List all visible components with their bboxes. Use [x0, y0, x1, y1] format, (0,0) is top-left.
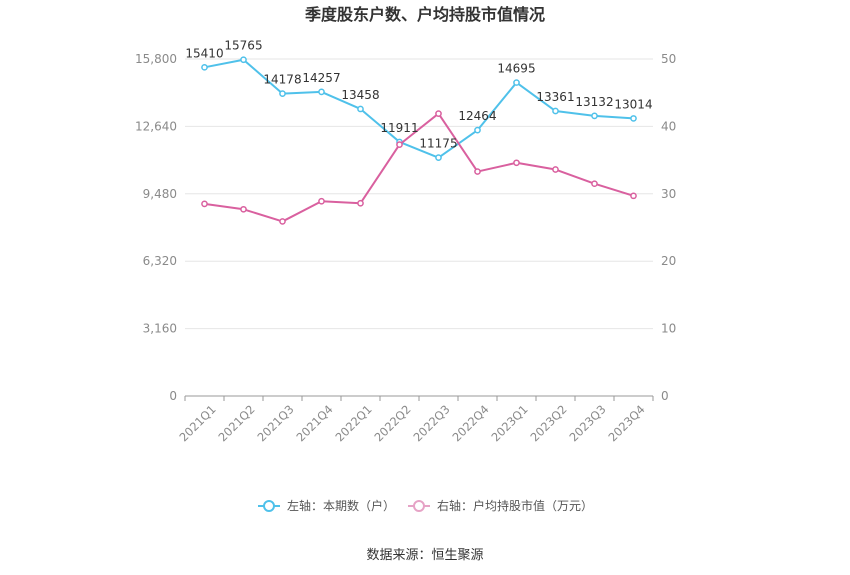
series-point-holders[interactable]: [201, 63, 208, 71]
data-label: 15410: [185, 46, 223, 60]
data-label: 14178: [263, 73, 301, 87]
data-label: 13458: [341, 88, 379, 102]
x-tick-label: 2021Q2: [215, 402, 257, 444]
x-axis: 2021Q12021Q22021Q32021Q42022Q12022Q22022…: [176, 396, 654, 444]
series-line-avg-value: [204, 112, 634, 223]
legend-label-right: 右轴：户均持股市值（万元）: [437, 498, 593, 513]
left-tick-label: 12,640: [135, 119, 177, 133]
right-tick-label: 40: [661, 119, 676, 133]
series-point-holders[interactable]: [513, 79, 520, 86]
series-point-avg-value[interactable]: [552, 166, 559, 173]
series-point-holders[interactable]: [279, 90, 286, 97]
data-label: 12464: [458, 109, 496, 123]
legend-label-left: 左轴：本期数（户）: [287, 498, 395, 513]
series-point-holders[interactable]: [435, 154, 442, 161]
series-point-avg-value[interactable]: [318, 197, 325, 205]
x-tick-label: 2023Q1: [488, 402, 530, 444]
series-point-avg-value[interactable]: [591, 180, 598, 188]
x-tick-label: 2021Q1: [176, 402, 218, 444]
x-tick-label: 2022Q1: [332, 402, 374, 444]
series-line-holders: [204, 58, 634, 159]
data-label: 11911: [380, 121, 418, 135]
left-tick-label: 15,800: [135, 52, 177, 66]
left-axis: 0 3,160 6,320 9,480 12,640 15,800: [135, 52, 177, 403]
data-label: 14257: [302, 71, 340, 85]
x-tick-label: 2021Q4: [293, 402, 335, 444]
x-tick-label: 2023Q2: [527, 402, 569, 444]
series-point-holders[interactable]: [474, 126, 481, 134]
right-tick-label: 10: [661, 322, 676, 336]
series-point-holders[interactable]: [591, 112, 598, 120]
series-point-avg-value[interactable]: [201, 200, 208, 208]
data-label: 13132: [575, 95, 613, 109]
legend-item-right[interactable]: 右轴：户均持股市值（万元）: [408, 498, 593, 513]
chart-title: 季度股东户数、户均持股市值情况: [304, 5, 545, 24]
series-point-holders[interactable]: [240, 56, 247, 64]
series-point-holders[interactable]: [357, 105, 364, 113]
x-tick-label: 2022Q2: [371, 402, 413, 444]
right-axis: 0 10 20 30 40 50: [661, 52, 676, 403]
data-label: 13361: [536, 90, 574, 104]
left-tick-label: 0: [169, 389, 177, 403]
series-point-avg-value[interactable]: [240, 205, 247, 213]
right-tick-label: 0: [661, 389, 669, 403]
series-point-avg-value[interactable]: [435, 110, 442, 117]
series-point-avg-value[interactable]: [396, 141, 403, 148]
series-point-avg-value[interactable]: [474, 168, 481, 175]
x-tick-label: 2023Q3: [566, 402, 608, 444]
x-tick-label: 2022Q4: [449, 402, 491, 444]
grid: [185, 58, 653, 397]
x-tick-label: 2023Q4: [605, 402, 647, 444]
source-note: 数据来源：恒生聚源: [366, 548, 483, 563]
right-tick-label: 20: [661, 254, 676, 268]
data-label: 13014: [614, 97, 652, 111]
data-label: 15765: [224, 39, 262, 53]
series-point-avg-value[interactable]: [357, 199, 364, 207]
right-tick-label: 50: [661, 52, 676, 66]
legend-item-left[interactable]: 左轴：本期数（户）: [258, 498, 395, 513]
series-point-avg-value[interactable]: [279, 218, 286, 225]
series-layer: [201, 56, 637, 225]
x-tick-label: 2021Q3: [254, 402, 296, 444]
series-point-avg-value[interactable]: [513, 159, 520, 167]
left-tick-label: 9,480: [143, 187, 177, 201]
data-label: 14695: [497, 62, 535, 76]
data-label: 11175: [419, 137, 457, 151]
x-tick-label: 2022Q3: [410, 402, 452, 444]
series-point-avg-value[interactable]: [630, 192, 637, 200]
legend-marker-right: [413, 500, 425, 512]
legend: 左轴：本期数（户） 右轴：户均持股市值（万元）: [258, 498, 593, 513]
right-tick-label: 30: [661, 187, 676, 201]
legend-marker-left: [263, 500, 275, 512]
series-point-holders[interactable]: [552, 107, 559, 115]
left-tick-label: 6,320: [143, 254, 177, 268]
series-point-holders[interactable]: [318, 88, 325, 96]
left-tick-label: 3,160: [143, 322, 177, 336]
series-point-holders[interactable]: [630, 115, 637, 122]
